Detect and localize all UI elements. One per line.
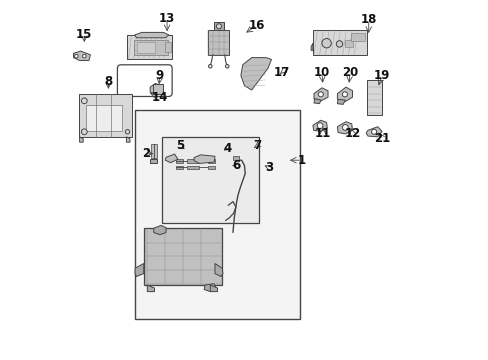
Polygon shape xyxy=(337,122,352,134)
Bar xyxy=(86,105,122,131)
Polygon shape xyxy=(147,285,154,292)
Polygon shape xyxy=(313,88,327,101)
Bar xyxy=(213,22,224,30)
Polygon shape xyxy=(312,120,326,131)
Polygon shape xyxy=(337,87,352,102)
Polygon shape xyxy=(135,264,143,276)
Bar xyxy=(127,35,172,59)
Bar xyxy=(207,30,229,55)
Text: 9: 9 xyxy=(156,69,163,82)
Polygon shape xyxy=(134,32,168,38)
Polygon shape xyxy=(153,225,166,235)
Bar xyxy=(176,166,182,169)
Text: 17: 17 xyxy=(274,66,290,78)
Text: 2: 2 xyxy=(142,147,150,159)
Text: 19: 19 xyxy=(373,69,389,82)
Polygon shape xyxy=(150,84,162,94)
Bar xyxy=(186,166,199,169)
Circle shape xyxy=(75,54,78,58)
Bar xyxy=(176,159,182,163)
Bar xyxy=(153,84,163,94)
Circle shape xyxy=(208,64,212,68)
Polygon shape xyxy=(210,285,217,292)
Circle shape xyxy=(125,130,129,134)
Bar xyxy=(344,40,352,47)
Bar xyxy=(208,166,215,169)
Text: 14: 14 xyxy=(151,91,168,104)
Circle shape xyxy=(371,129,376,134)
Text: 20: 20 xyxy=(341,66,357,78)
Text: 12: 12 xyxy=(344,127,360,140)
Circle shape xyxy=(321,39,330,48)
Text: 11: 11 xyxy=(314,127,330,140)
Text: 8: 8 xyxy=(104,75,112,87)
Text: 13: 13 xyxy=(159,12,175,24)
Text: 16: 16 xyxy=(248,19,265,32)
Polygon shape xyxy=(80,137,83,142)
Text: 1: 1 xyxy=(297,154,305,167)
Text: 21: 21 xyxy=(373,132,390,145)
Text: 7: 7 xyxy=(252,139,261,152)
Text: 5: 5 xyxy=(176,139,184,152)
Circle shape xyxy=(318,92,323,97)
Bar xyxy=(133,40,167,55)
Bar xyxy=(134,110,300,319)
Circle shape xyxy=(216,24,221,29)
Circle shape xyxy=(336,41,342,47)
Polygon shape xyxy=(337,99,345,104)
Bar xyxy=(186,159,199,163)
Polygon shape xyxy=(126,137,130,142)
Circle shape xyxy=(81,129,87,135)
Bar xyxy=(312,30,366,55)
Polygon shape xyxy=(194,155,215,163)
Circle shape xyxy=(81,98,87,104)
Circle shape xyxy=(342,92,347,97)
Polygon shape xyxy=(241,58,271,90)
Circle shape xyxy=(82,54,86,58)
Bar xyxy=(143,228,222,285)
Polygon shape xyxy=(310,43,312,50)
Polygon shape xyxy=(73,51,90,60)
Text: 3: 3 xyxy=(264,161,272,174)
Polygon shape xyxy=(165,154,178,163)
Polygon shape xyxy=(204,284,216,292)
Bar xyxy=(151,144,157,158)
Text: 18: 18 xyxy=(360,13,376,26)
Bar xyxy=(164,42,171,52)
Bar xyxy=(232,156,239,160)
Text: 10: 10 xyxy=(313,66,329,78)
Bar xyxy=(79,94,132,137)
Polygon shape xyxy=(215,264,223,276)
Bar xyxy=(208,159,215,163)
Circle shape xyxy=(225,64,228,68)
Circle shape xyxy=(317,123,322,129)
Polygon shape xyxy=(366,127,381,137)
Polygon shape xyxy=(313,99,321,104)
Text: 4: 4 xyxy=(223,142,231,155)
Bar xyxy=(350,33,365,41)
Polygon shape xyxy=(150,159,157,163)
Text: 6: 6 xyxy=(232,159,240,172)
Text: 15: 15 xyxy=(76,28,92,41)
Bar xyxy=(162,137,258,223)
Bar xyxy=(136,42,154,53)
Bar xyxy=(366,80,381,115)
Circle shape xyxy=(342,125,347,130)
